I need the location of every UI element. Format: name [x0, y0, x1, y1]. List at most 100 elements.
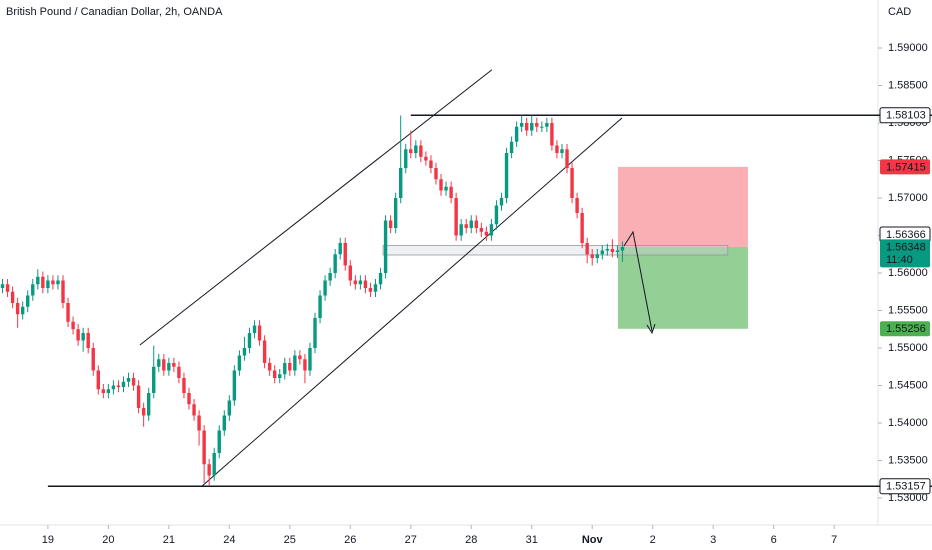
candle-body	[509, 141, 514, 153]
candle-body	[81, 333, 85, 341]
candle-body	[257, 325, 262, 341]
candle-body	[207, 464, 211, 476]
candle-body	[197, 415, 201, 431]
x-tick-label: 19	[42, 534, 54, 546]
stop-zone	[617, 166, 748, 247]
x-tick-label: 6	[771, 534, 777, 546]
candle-body	[192, 404, 196, 416]
channel-line	[201, 117, 623, 487]
candle-body	[565, 149, 569, 168]
candle-body	[323, 280, 327, 296]
candle-body	[136, 385, 141, 408]
x-tick-label: 20	[102, 534, 114, 546]
candle-body	[20, 306, 25, 315]
candle-body	[333, 254, 337, 273]
candle-body	[278, 374, 282, 378]
candle-body	[86, 333, 90, 348]
price-marker	[880, 159, 930, 175]
candle-body	[187, 393, 191, 405]
candle-body	[469, 220, 473, 228]
y-tick-label: 1.54000	[888, 417, 928, 429]
candle-body	[444, 186, 448, 191]
candle-body	[172, 363, 176, 367]
candle-body	[555, 145, 559, 153]
price-axis: 1.53000 1.53500 1.54000 1.54500 1.55000 1.555…	[42, 42, 931, 546]
candle-body	[605, 249, 610, 251]
y-tick-label: 1.53000	[888, 492, 928, 504]
price-marker-label: 1.56348	[886, 241, 926, 253]
candle-body	[46, 280, 50, 288]
candle-body	[419, 145, 423, 157]
candle-body	[363, 280, 368, 288]
projection-arrow	[623, 230, 656, 335]
candle-body	[519, 123, 524, 127]
candle-body	[449, 186, 453, 198]
chart-title: British Pound / Canadian Dollar, 2h, OAN…	[6, 6, 223, 18]
candle-body	[580, 213, 584, 243]
candle-body	[26, 295, 30, 307]
x-tick-label: 21	[163, 534, 175, 546]
candle-body	[600, 250, 605, 255]
candle-body	[182, 378, 186, 393]
x-tick-label: 25	[284, 534, 296, 546]
candle-body	[313, 318, 317, 348]
support-zone	[382, 245, 729, 256]
candle-body	[499, 198, 504, 206]
x-tick-label: 28	[465, 534, 477, 546]
candle-body	[202, 430, 206, 465]
candle-body	[252, 325, 257, 333]
candle-body	[530, 123, 534, 131]
candle-body	[383, 220, 388, 273]
candle-body	[152, 366, 156, 393]
candle-body	[61, 280, 65, 303]
candle-body	[101, 389, 106, 393]
candle-body	[404, 149, 408, 168]
candle-body	[51, 280, 55, 285]
channel-line	[139, 69, 493, 346]
candle-body	[368, 288, 373, 292]
candle-body	[545, 123, 549, 127]
y-tick-label: 1.58500	[888, 79, 928, 91]
x-tick-label: 2	[650, 534, 656, 546]
candle-body	[414, 145, 418, 153]
candle-body	[459, 224, 463, 236]
candle-body	[303, 359, 307, 371]
candle-body	[111, 385, 116, 390]
price-marker-label: 1.56366	[886, 229, 926, 241]
target-zone	[617, 246, 748, 329]
candle-body	[96, 370, 100, 390]
candle-body	[620, 246, 625, 251]
candle-body	[56, 280, 60, 285]
candle-body	[489, 224, 494, 236]
price-marker	[880, 239, 930, 268]
candle-body	[409, 149, 413, 153]
candle-body	[36, 276, 40, 285]
candle-body	[76, 329, 80, 341]
candle-body	[222, 415, 226, 431]
candle-body	[41, 276, 45, 288]
candle-body	[232, 370, 237, 401]
candle-body	[535, 123, 539, 127]
x-tick-label: 3	[710, 534, 716, 546]
candle-body	[116, 385, 121, 387]
candle-body	[343, 243, 347, 266]
candle-body	[439, 179, 443, 191]
currency-label: CAD	[888, 6, 911, 18]
x-tick-label: Nov	[582, 534, 604, 546]
candle-body	[71, 321, 75, 330]
candle-body	[585, 243, 589, 255]
candle-body	[540, 126, 544, 128]
candle-body	[338, 243, 342, 255]
candle-body	[550, 123, 554, 146]
candle-body	[570, 168, 574, 198]
countdown-label: 11:40	[886, 254, 913, 266]
candle-body	[318, 295, 322, 318]
candle-body	[298, 355, 302, 360]
y-tick-label: 1.57000	[888, 192, 928, 204]
x-tick-label: 7	[831, 534, 837, 546]
candle-body	[524, 123, 529, 131]
candle-body	[615, 250, 620, 252]
candle-body	[454, 198, 458, 236]
y-tick-label: 1.53500	[888, 454, 928, 466]
candle-body	[121, 381, 126, 387]
